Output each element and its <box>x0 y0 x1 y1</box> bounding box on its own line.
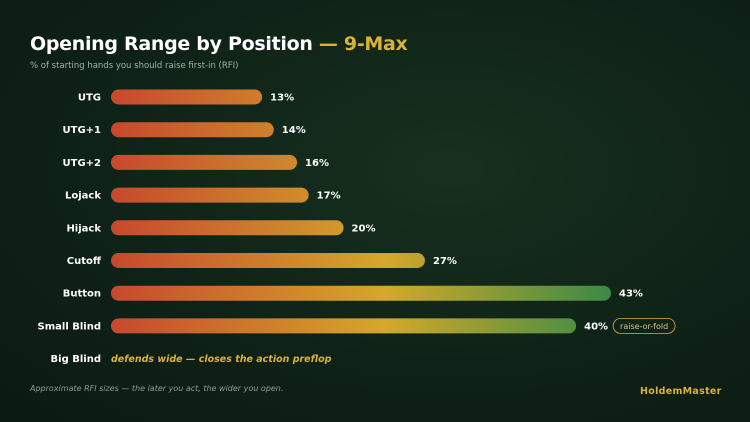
bar-utg-2 <box>111 154 298 170</box>
title-accent: — 9-Max <box>318 33 408 55</box>
value-label-utg-2: 16% <box>305 158 329 169</box>
position-label-small-blind: Small Blind <box>38 321 101 332</box>
value-label-button: 43% <box>619 289 643 300</box>
position-label-utg-1: UTG+1 <box>63 125 102 136</box>
position-label-big-blind: Big Blind <box>51 354 101 365</box>
position-label-lojack: Lojack <box>65 191 101 202</box>
position-label-hijack: Hijack <box>66 223 101 234</box>
bar-utg-1 <box>111 122 274 138</box>
value-label-small-blind: 40% <box>584 321 608 332</box>
bar-button <box>111 285 611 301</box>
position-label-cutoff: Cutoff <box>67 256 102 267</box>
position-label-button: Button <box>63 289 101 300</box>
value-label-utg-1: 14% <box>282 125 306 136</box>
brand-logo: HoldemMaster <box>640 386 722 397</box>
value-label-cutoff: 27% <box>433 256 457 267</box>
position-label-utg-2: UTG+2 <box>63 158 102 169</box>
value-label-lojack: 17% <box>317 191 341 202</box>
page-title: Opening Range by Position — 9-Max <box>30 33 408 55</box>
title-main: Opening Range by Position <box>30 33 313 55</box>
big-blind-note: defends wide — closes the action preflop <box>111 354 332 365</box>
bar-utg <box>111 89 263 105</box>
bar-cutoff <box>111 253 425 268</box>
bar-lojack <box>111 187 309 203</box>
bar-small-blind <box>111 318 577 334</box>
position-label-utg: UTG <box>78 93 101 104</box>
value-label-utg: 13% <box>270 93 294 104</box>
badge-label: raise-or-fold <box>620 322 668 331</box>
value-label-hijack: 20% <box>352 223 376 234</box>
subtitle: % of starting hands you should raise fir… <box>30 61 239 71</box>
raise-or-fold-badge <box>612 317 676 334</box>
bar-hijack <box>111 220 344 236</box>
footnote: Approximate RFI sizes — the later you ac… <box>30 384 284 393</box>
